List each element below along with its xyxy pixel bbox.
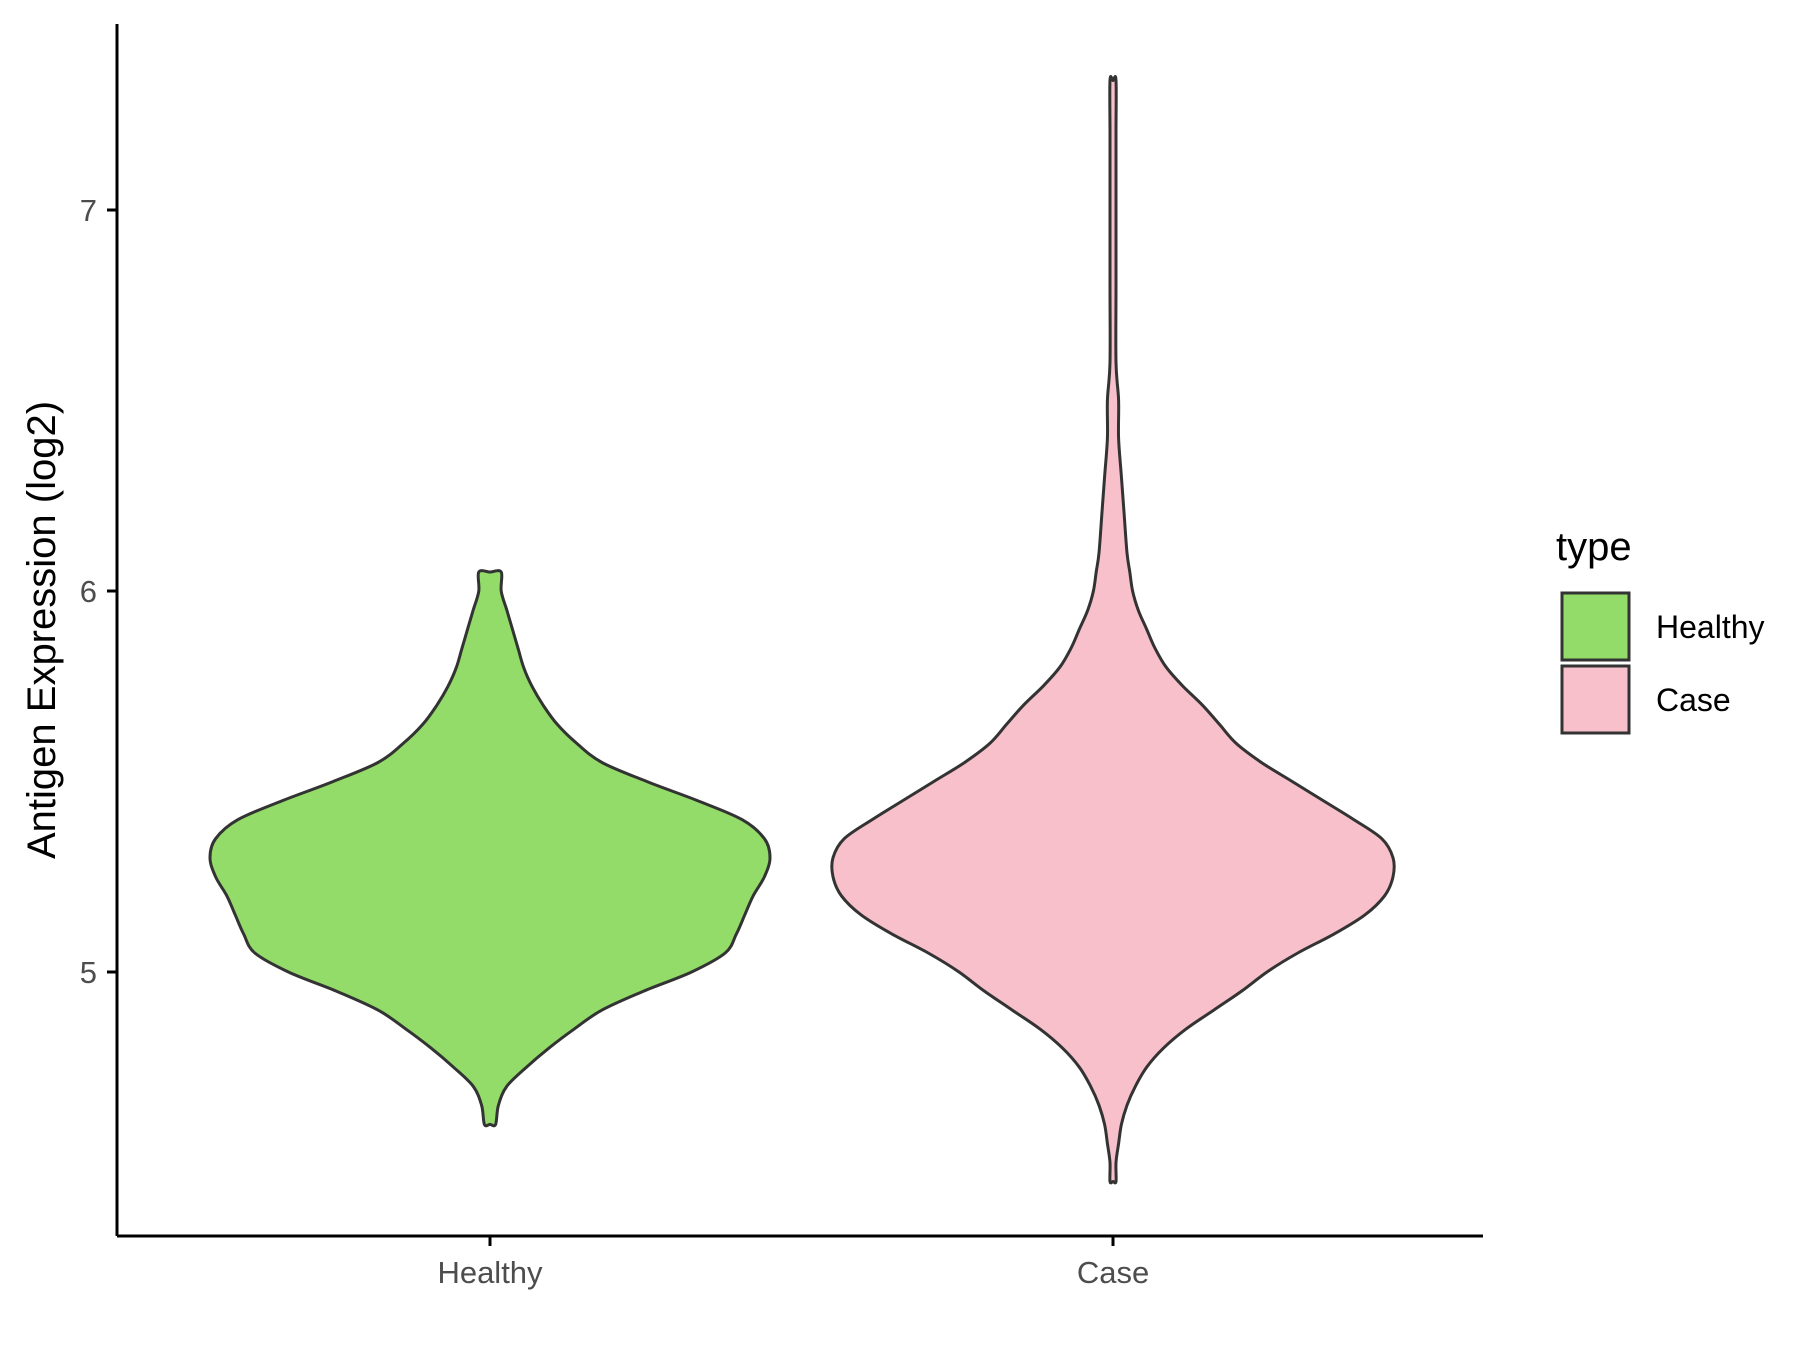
y-tick-label: 7 xyxy=(80,193,97,228)
violin-layer xyxy=(208,75,1396,1185)
axes xyxy=(115,24,1483,1238)
legend-entries: Healthy Case xyxy=(1560,591,1765,735)
violin-healthy xyxy=(208,569,772,1128)
y-axis-title: Antigen Expression (log2) xyxy=(20,401,64,859)
legend-title: type xyxy=(1556,525,1632,569)
violin-case xyxy=(830,75,1396,1185)
legend-key-healthy xyxy=(1560,591,1631,662)
x-tick-label: Healthy xyxy=(437,1255,543,1290)
x-tick-label: Case xyxy=(1077,1255,1149,1290)
x-ticks: Healthy Case xyxy=(437,1236,1149,1290)
legend-label-case: Case xyxy=(1656,682,1731,718)
legend-key-case xyxy=(1560,664,1631,735)
y-tick-label: 6 xyxy=(80,574,97,609)
y-tick-label: 5 xyxy=(80,955,97,990)
legend-label-healthy: Healthy xyxy=(1656,609,1765,645)
legend: type Healthy Case xyxy=(1556,525,1765,735)
y-ticks: 5 6 7 xyxy=(80,193,117,990)
